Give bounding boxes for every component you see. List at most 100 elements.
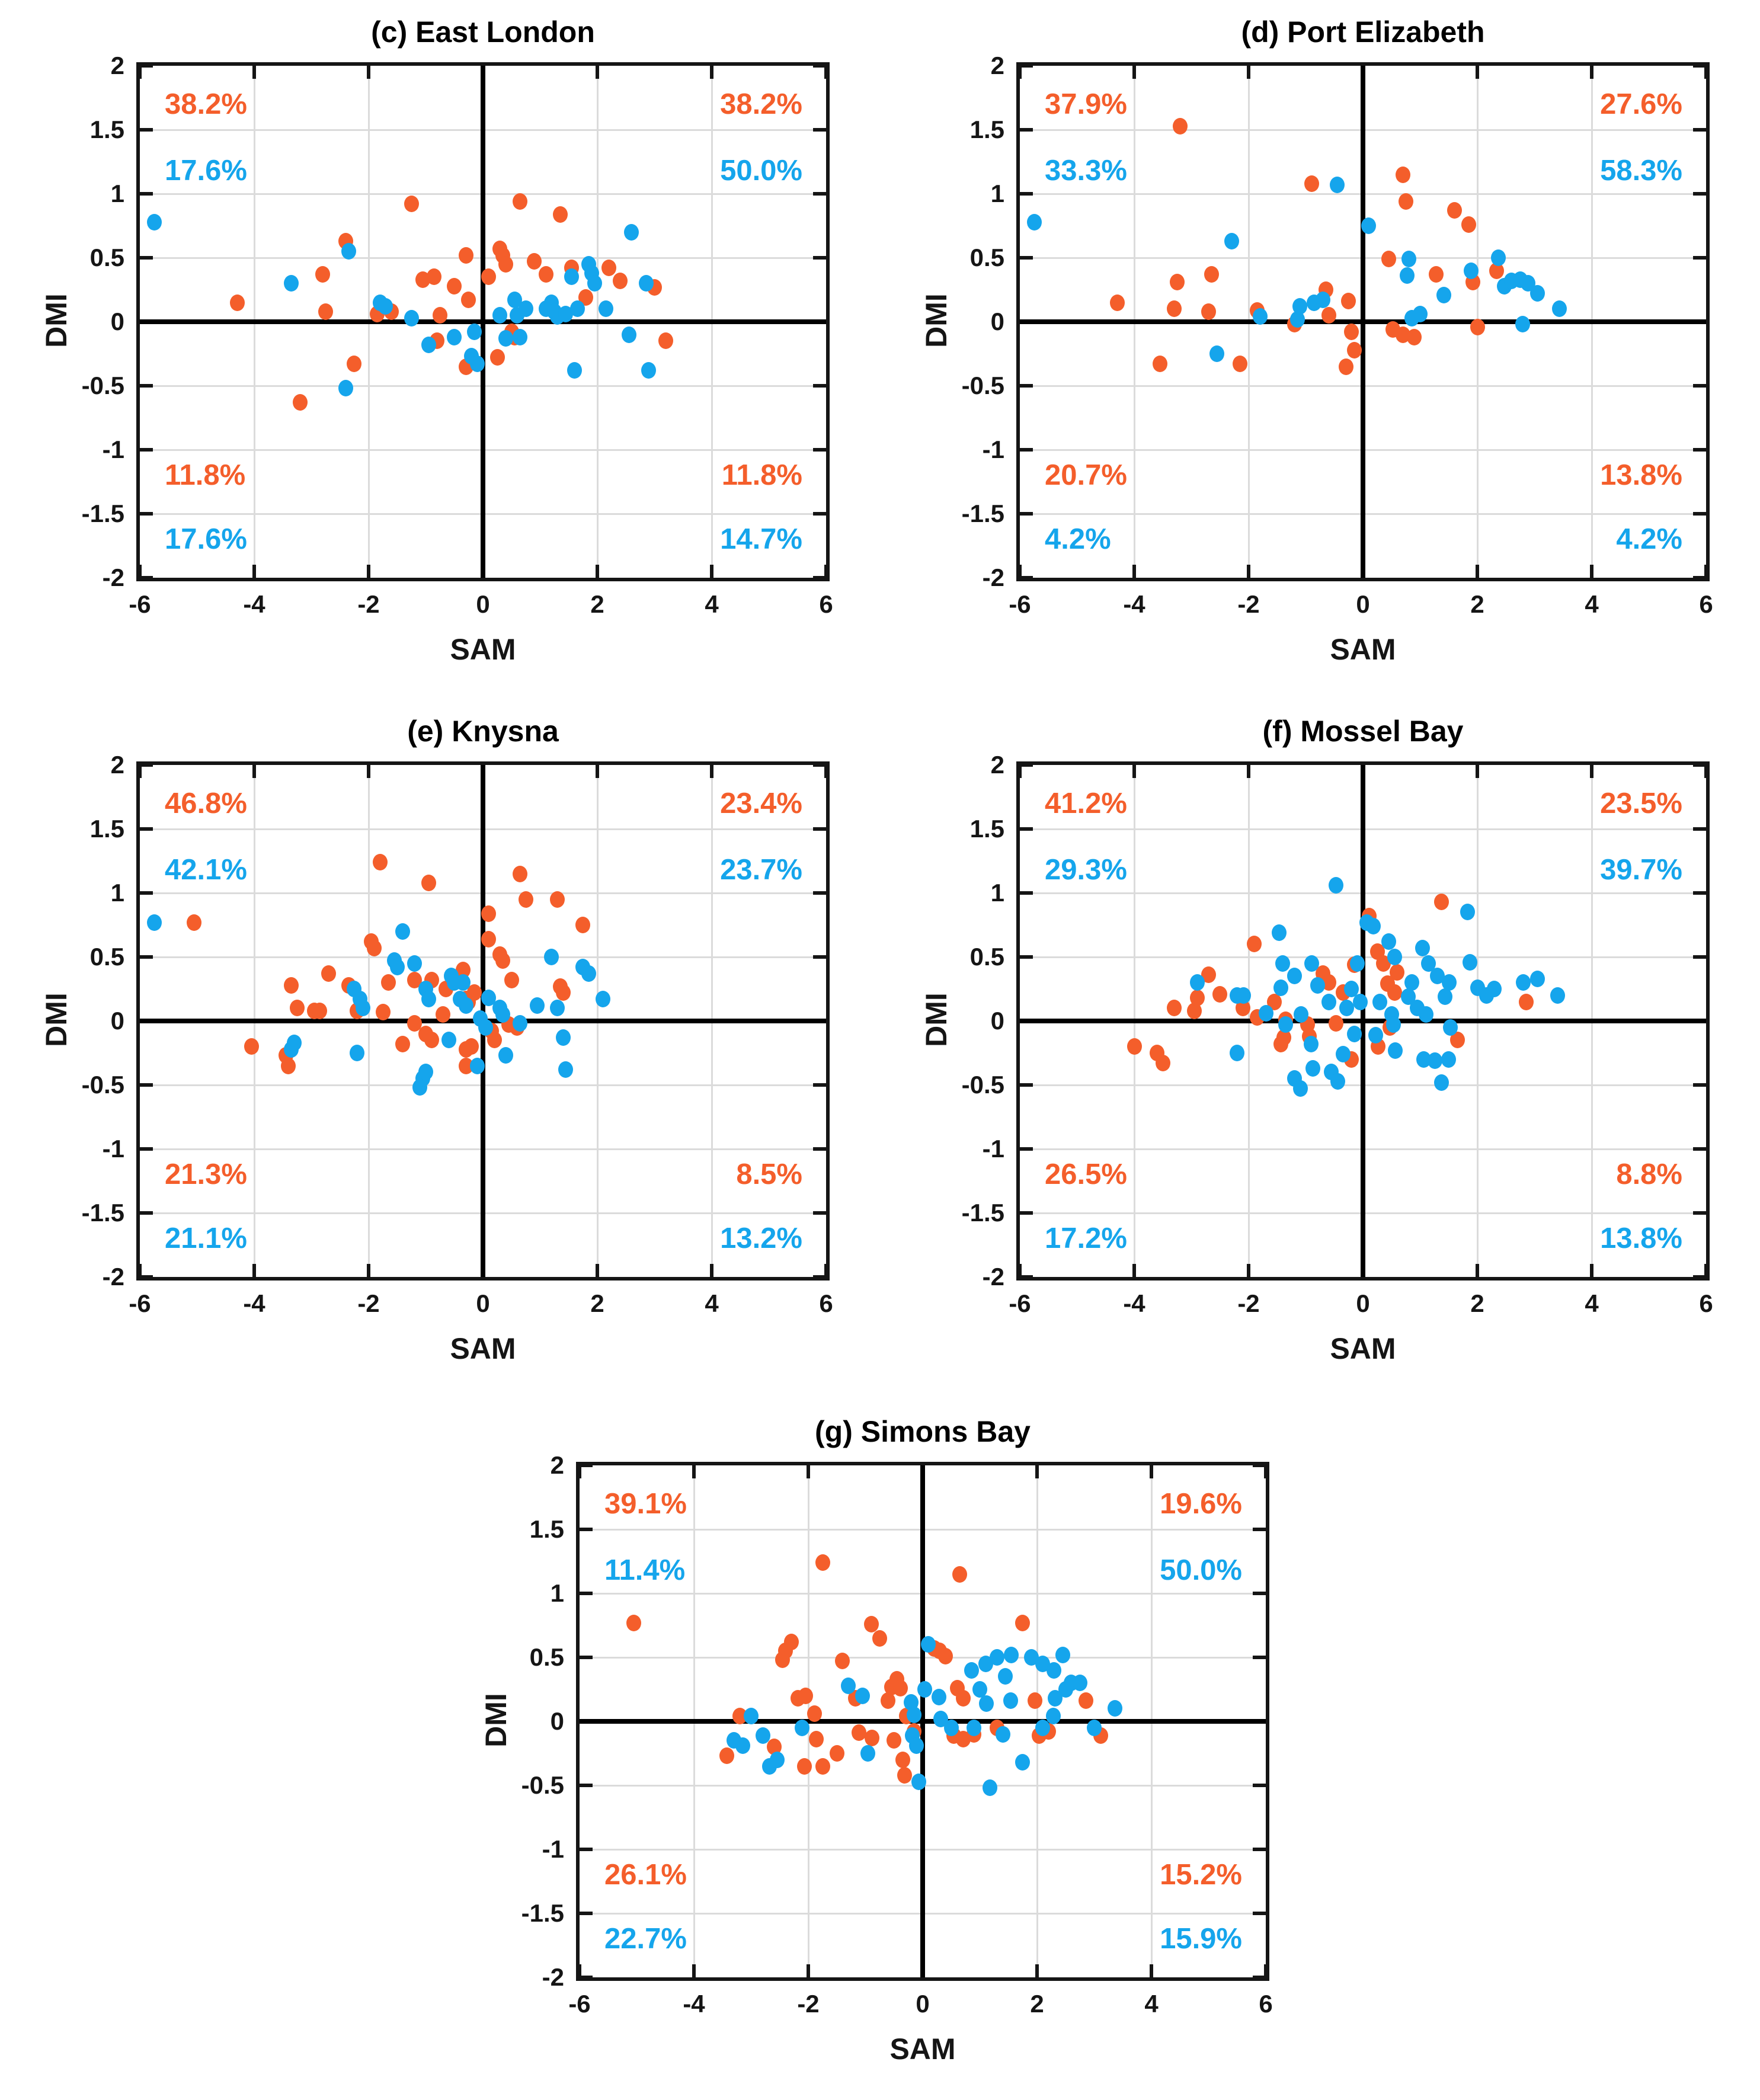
x-tick-bottom <box>710 565 713 578</box>
scatter-point-orange <box>458 247 473 264</box>
scatter-point-blue <box>1046 1708 1061 1725</box>
quadrant-label-top-right-orange: 27.6% <box>1600 88 1682 120</box>
y-tick-left <box>1020 384 1033 388</box>
scatter-point-blue <box>467 324 482 341</box>
x-tick-bottom <box>1132 1264 1136 1277</box>
scatter-point-orange <box>1381 251 1396 268</box>
y-tick-right <box>813 891 826 895</box>
y-tick-label: -1.5 <box>961 500 1004 527</box>
scatter-point-blue <box>1259 1005 1274 1022</box>
x-tick-label: 0 <box>1356 1289 1370 1317</box>
y-tick-right <box>1693 1147 1706 1151</box>
x-tick-top <box>252 765 256 778</box>
x-tick-bottom <box>252 565 256 578</box>
x-tick-bottom <box>367 565 370 578</box>
quadrant-label-bottom-left-blue: 17.2% <box>1045 1222 1127 1254</box>
y-tick-label: -2 <box>982 1263 1004 1291</box>
x-tick-bottom <box>710 1264 713 1277</box>
x-tick-bottom <box>1150 1964 1153 1977</box>
quadrant-label-top-left-blue: 11.4% <box>604 1554 686 1586</box>
scatter-point-orange <box>897 1766 912 1784</box>
scatter-point-orange <box>658 332 674 350</box>
y-tick-right <box>1693 576 1706 580</box>
y-tick-right <box>1693 64 1706 68</box>
scatter-point-blue <box>1442 974 1457 991</box>
y-tick-label: 1 <box>990 180 1004 207</box>
x-tick-label: -4 <box>1123 590 1145 618</box>
quadrant-label-top-left-blue: 29.3% <box>1045 854 1127 886</box>
scatter-point-blue <box>555 1029 571 1046</box>
y-tick-label: -2 <box>982 564 1004 591</box>
scatter-point-orange <box>938 1647 953 1664</box>
y-tick-right <box>813 64 826 68</box>
x-tick-top <box>1476 765 1479 778</box>
scatter-point-orange <box>487 1032 502 1049</box>
scatter-point-blue <box>1271 924 1287 941</box>
y-tick-label: -1 <box>102 436 124 463</box>
scatter-point-blue <box>1189 974 1205 991</box>
y-tick-label: 0.5 <box>969 244 1004 271</box>
scatter-point-blue <box>1003 1692 1019 1710</box>
scatter-point-blue <box>1438 988 1453 1005</box>
y-tick-left <box>140 448 153 452</box>
x-tick-label: -2 <box>357 590 380 618</box>
scatter-point-orange <box>1396 166 1411 183</box>
x-axis-label: SAM <box>889 2032 956 2066</box>
panel-d-port-elizabeth: (d) Port Elizabeth DMI 37.9% 33.3% 27.6%… <box>880 0 1760 699</box>
x-tick-bottom <box>807 1964 810 1977</box>
y-tick-right <box>813 576 826 580</box>
y-tick-left <box>580 1656 593 1659</box>
scatter-point-blue <box>287 1034 302 1051</box>
scatter-point-blue <box>855 1687 871 1704</box>
y-tick-left <box>580 1848 593 1851</box>
scatter-point-orange <box>1338 358 1353 375</box>
y-tick-right <box>1253 1592 1266 1595</box>
y-tick-left <box>1020 827 1033 831</box>
x-tick-label: 4 <box>705 590 719 618</box>
y-tick-right <box>813 1211 826 1215</box>
x-tick-bottom <box>1704 1264 1708 1277</box>
scatter-point-blue <box>1293 1080 1308 1097</box>
scatter-point-blue <box>598 300 613 318</box>
scatter-point-orange <box>481 268 497 286</box>
scatter-point-blue <box>932 1688 947 1705</box>
scatter-point-blue <box>1035 1719 1051 1736</box>
scatter-point-blue <box>907 1707 922 1724</box>
scatter-point-blue <box>1529 970 1545 987</box>
y-tick-left <box>580 1976 593 1979</box>
scatter-point-orange <box>863 1615 879 1632</box>
scatter-point-blue <box>587 275 602 292</box>
scatter-point-orange <box>381 974 396 991</box>
scatter-point-orange <box>1344 324 1359 341</box>
y-tick-right <box>813 1083 826 1087</box>
y-tick-left <box>1020 1275 1033 1279</box>
y-tick-left <box>580 1784 593 1787</box>
scatter-point-blue <box>841 1677 856 1694</box>
y-tick-right <box>1253 1976 1266 1979</box>
y-tick-label: -1 <box>542 1835 564 1863</box>
y-tick-label: 1.5 <box>529 1515 564 1543</box>
x-tick-top <box>1150 1465 1153 1478</box>
scatter-point-orange <box>549 891 565 908</box>
x-tick-bottom <box>1590 565 1593 578</box>
x-tick-bottom <box>1247 1264 1250 1277</box>
scatter-point-orange <box>1109 294 1125 311</box>
y-tick-left <box>140 512 153 516</box>
scatter-point-orange <box>1015 1614 1031 1631</box>
x-tick-label: 0 <box>476 1289 490 1317</box>
scatter-point-blue <box>1381 933 1396 950</box>
scatter-point-blue <box>1055 1646 1070 1663</box>
x-tick-bottom <box>1018 565 1022 578</box>
scatter-point-blue <box>621 326 636 343</box>
scatter-point-orange <box>1155 1055 1170 1072</box>
scatter-point-blue <box>1209 345 1225 362</box>
y-tick-right <box>813 763 826 767</box>
scatter-point-blue <box>567 362 582 379</box>
scatter-point-orange <box>796 1758 812 1775</box>
scatter-point-blue <box>1404 974 1419 991</box>
quadrant-label-top-left-orange: 46.8% <box>165 787 247 819</box>
x-tick-bottom <box>1247 565 1250 578</box>
y-tick-left <box>140 1275 153 1279</box>
scatter-point-blue <box>1428 1052 1443 1069</box>
scatter-point-blue <box>284 275 299 292</box>
